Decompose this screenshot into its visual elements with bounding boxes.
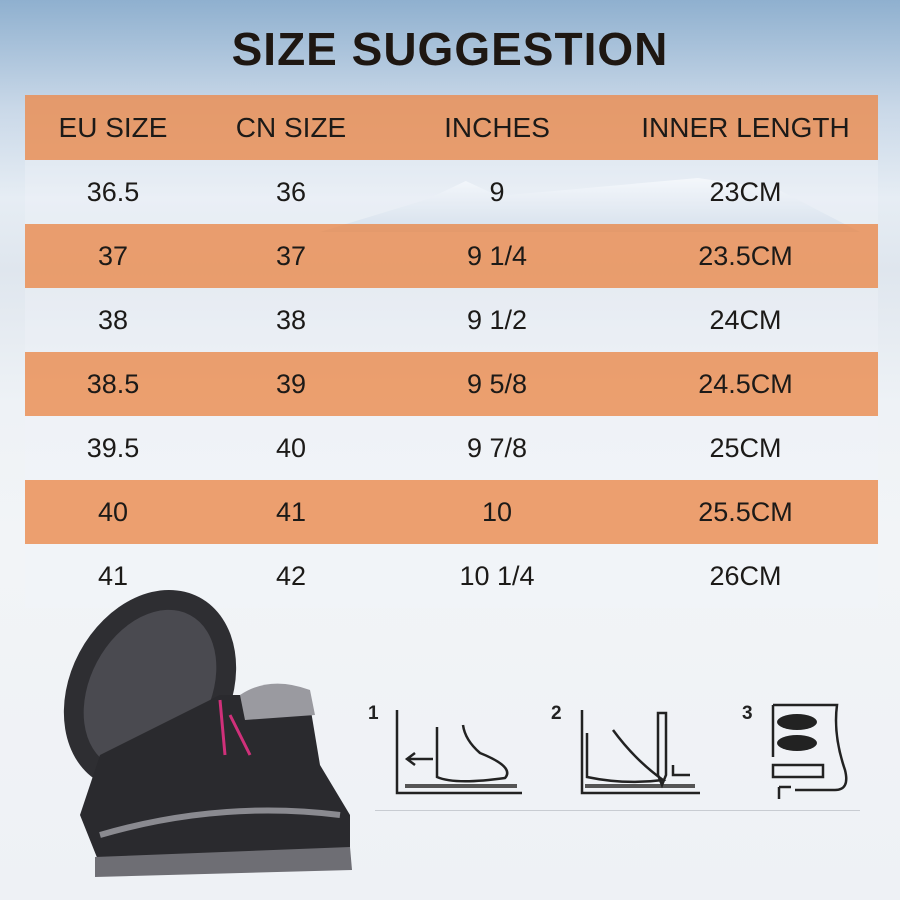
cell-inner-length: 24CM xyxy=(709,304,782,335)
foot-with-pencil-icon xyxy=(580,710,700,795)
cell-cn-size: 36 xyxy=(275,176,307,207)
cell-inner-length: 25.5CM xyxy=(698,496,793,527)
table-row: 38 38 9 1/2 24CM xyxy=(25,288,878,352)
table-row: 40 41 10 25.5CM xyxy=(25,480,878,544)
cell-eu-size: 38.5 xyxy=(86,368,140,399)
measure-icons xyxy=(395,703,848,799)
boot-fur-collar xyxy=(240,683,315,720)
cell-inches: 9 7/8 xyxy=(466,432,528,463)
cell-cn-size: 41 xyxy=(275,496,307,527)
cell-inner-length: 23CM xyxy=(709,176,782,207)
table-header: EU SIZE CN SIZE INCHES INNER LENGTH xyxy=(25,95,878,160)
cell-cn-size: 40 xyxy=(275,432,307,463)
header-eu-size: EU SIZE xyxy=(58,111,168,143)
boot-upper xyxy=(80,685,350,865)
cell-cn-size: 37 xyxy=(275,240,307,271)
table-row: 36.5 36 9 23CM xyxy=(25,160,878,224)
step-number-3: 3 xyxy=(742,703,753,724)
footprint-ruler-icon xyxy=(771,703,848,799)
header-inches: INCHES xyxy=(444,111,550,143)
cell-eu-size: 36.5 xyxy=(86,176,140,207)
cell-inner-length: 25CM xyxy=(709,432,782,463)
header-inner-length: INNER LENGTH xyxy=(641,111,850,143)
cell-eu-size: 38 xyxy=(97,304,129,335)
cell-eu-size: 40 xyxy=(97,496,129,527)
cell-cn-size: 39 xyxy=(275,368,307,399)
cell-cn-size: 42 xyxy=(275,560,307,591)
cell-inches: 9 5/8 xyxy=(466,368,528,399)
cell-inches: 9 xyxy=(489,176,505,207)
cell-eu-size: 39.5 xyxy=(86,432,140,463)
foot-against-wall-icon xyxy=(395,710,522,795)
cell-inches: 10 1/4 xyxy=(459,560,535,591)
step-number-2: 2 xyxy=(551,703,562,724)
cell-inner-length: 26CM xyxy=(709,560,782,591)
cell-eu-size: 37 xyxy=(97,240,129,271)
header-cn-size: CN SIZE xyxy=(235,111,347,143)
cell-inches: 10 xyxy=(481,496,513,527)
step-number-1: 1 xyxy=(368,703,379,724)
cell-inner-length: 24.5CM xyxy=(698,368,793,399)
cell-eu-size: 41 xyxy=(97,560,129,591)
table-row: 39.5 40 9 7/8 25CM xyxy=(25,416,878,480)
boot-image xyxy=(63,589,352,877)
cell-inches: 9 1/4 xyxy=(466,240,528,271)
size-table: EU SIZE CN SIZE INCHES INNER LENGTH 36.5… xyxy=(25,95,878,608)
cell-inner-length: 23.5CM xyxy=(698,240,793,271)
cell-inches: 9 1/2 xyxy=(466,304,528,335)
page-title: SIZE SUGGESTION xyxy=(231,23,669,75)
table-row: 38.5 39 9 5/8 24.5CM xyxy=(25,352,878,416)
table-row: 37 37 9 1/4 23.5CM xyxy=(25,224,878,288)
cell-cn-size: 38 xyxy=(275,304,307,335)
divider-line xyxy=(375,810,860,811)
